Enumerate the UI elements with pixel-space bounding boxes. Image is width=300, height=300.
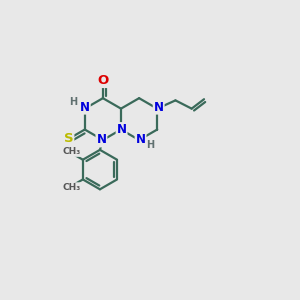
Text: CH₃: CH₃	[62, 147, 80, 156]
Text: H: H	[146, 140, 154, 150]
Text: O: O	[97, 74, 109, 87]
Text: S: S	[64, 132, 73, 145]
Text: N: N	[80, 101, 90, 114]
Text: N: N	[136, 134, 146, 146]
Text: N: N	[96, 134, 106, 146]
Text: H: H	[70, 97, 78, 107]
Text: N: N	[154, 101, 164, 114]
Text: CH₃: CH₃	[62, 183, 80, 192]
Text: N: N	[117, 123, 127, 136]
